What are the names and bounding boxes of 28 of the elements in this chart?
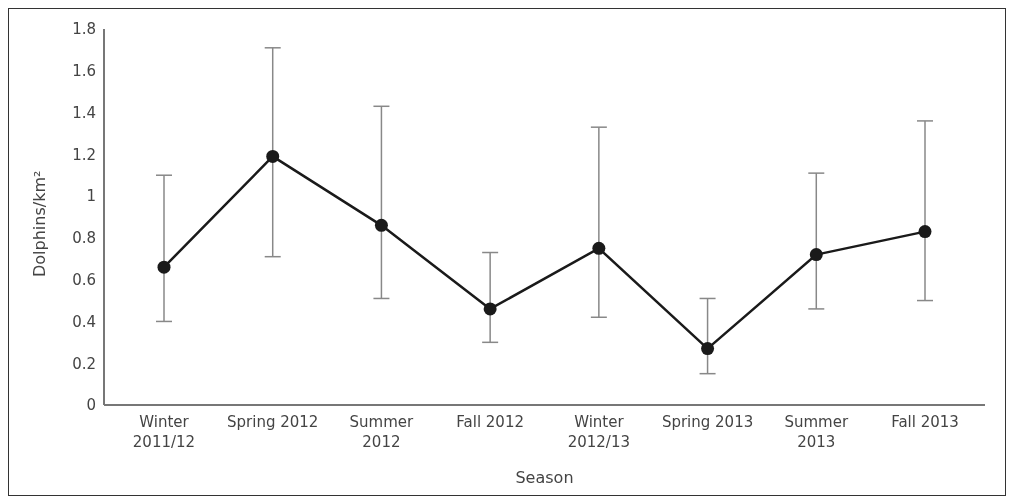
x-tick-label: Winter 2012/13	[567, 413, 631, 451]
y-tick-label: 1	[86, 187, 96, 206]
point	[701, 342, 715, 356]
point	[157, 260, 171, 274]
y-tick-label: 0.2	[72, 354, 96, 373]
y-tick-label: 1.6	[72, 62, 96, 81]
point	[266, 149, 280, 163]
point	[592, 241, 606, 255]
y-tick-label: 0	[86, 396, 96, 415]
point	[918, 225, 932, 239]
point	[809, 248, 823, 262]
y-tick-label: 1.2	[72, 145, 96, 164]
x-tick-label: Winter 2011/12	[132, 413, 196, 451]
y-tick-label: 0.4	[72, 312, 96, 331]
x-tick-label: Spring 2012	[227, 413, 319, 431]
point	[374, 218, 388, 232]
y-tick-label: 1.4	[72, 103, 96, 122]
x-tick-label: Fall 2012	[456, 413, 525, 431]
point	[483, 302, 497, 316]
x-tick-label: Summer 2013	[784, 413, 849, 451]
y-tick-label: 0.6	[72, 270, 96, 289]
x-tick-label: Spring 2013	[661, 413, 754, 431]
x-tick-label: Fall 2013	[891, 413, 959, 431]
y-tick-label: 1.8	[72, 20, 96, 39]
x-tick-label: Summer 2012	[349, 413, 415, 451]
x-axis-title: Season	[515, 468, 574, 487]
y-tick-label: 0.8	[72, 229, 96, 248]
y-axis-title: Dolphins/km²	[29, 170, 49, 277]
